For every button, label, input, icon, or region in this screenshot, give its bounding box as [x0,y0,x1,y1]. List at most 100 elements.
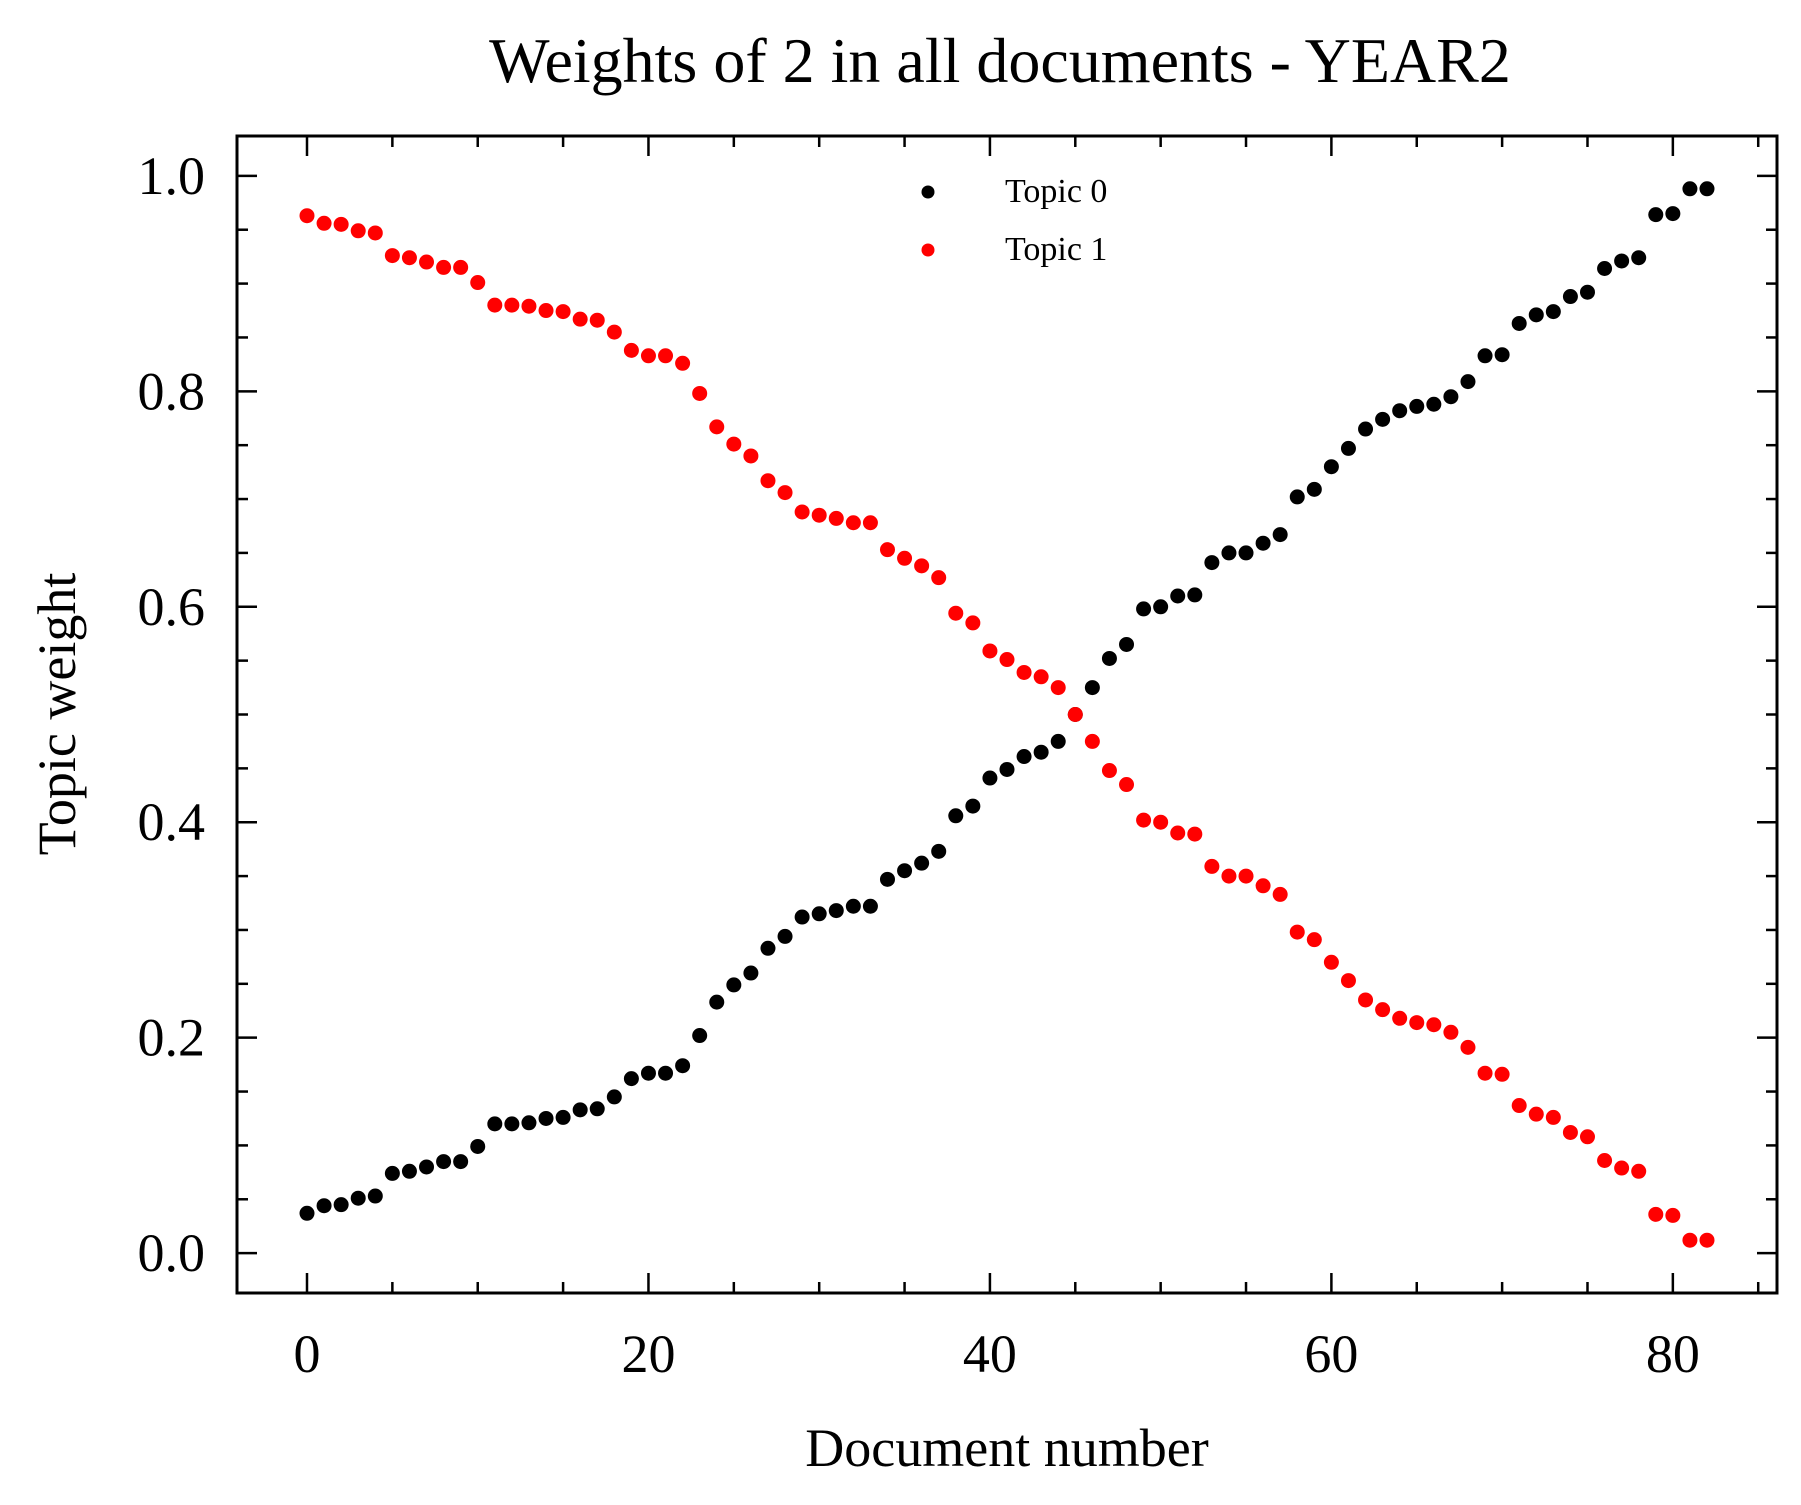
point-topic-1 [1494,1066,1510,1082]
point-topic-1 [1033,669,1049,685]
point-topic-0 [640,1065,656,1081]
point-topic-0 [692,1028,708,1044]
point-topic-0 [965,798,981,814]
point-topic-1 [1545,1109,1561,1125]
point-topic-0 [999,761,1015,777]
point-topic-1 [1238,868,1254,884]
point-topic-0 [709,994,725,1010]
point-topic-1 [965,615,981,631]
point-topic-1 [845,515,861,531]
point-topic-0 [1016,749,1032,765]
x-ticks: 0 20 40 60 80 [294,136,1760,1384]
point-topic-1 [606,324,622,340]
point-topic-0 [419,1159,435,1175]
point-topic-0 [1084,680,1100,696]
point-topic-0 [1033,744,1049,760]
point-topic-0 [1289,489,1305,505]
point-topic-1 [1426,1017,1442,1033]
y-tick-label: 0.8 [138,361,206,421]
point-topic-1 [1528,1106,1544,1122]
point-topic-1 [470,275,486,291]
point-topic-1 [1460,1039,1476,1055]
point-topic-0 [1170,588,1186,604]
x-tick-label: 40 [963,1324,1017,1384]
point-topic-0 [1272,527,1288,543]
x-tick-label: 20 [621,1324,675,1384]
point-topic-1 [333,216,349,232]
point-topic-0 [1375,411,1391,427]
point-topic-0 [1101,650,1117,666]
point-topic-0 [1579,284,1595,300]
point-topic-0 [367,1188,383,1204]
point-topic-1 [726,436,742,452]
point-topic-1 [1511,1098,1527,1114]
point-topic-1 [640,348,656,364]
point-topic-1 [419,254,435,270]
point-topic-1 [1562,1124,1578,1140]
point-topic-1 [1153,814,1169,830]
point-topic-1 [401,250,417,266]
y-ticks: 0.0 0.2 0.4 0.6 0.8 1.0 [138,146,1777,1283]
x-tick-label: 60 [1304,1324,1358,1384]
point-topic-1 [948,605,964,621]
point-topic-0 [914,855,930,871]
point-topic-0 [1477,348,1493,364]
point-topic-0 [743,965,759,981]
point-topic-1 [521,298,537,314]
point-topic-0 [845,898,861,914]
y-tick-label: 0.6 [138,577,206,637]
point-topic-0 [572,1102,588,1118]
point-topic-1 [1016,664,1032,680]
point-topic-0 [1050,733,1066,749]
point-topic-1 [504,297,520,313]
point-topic-1 [999,652,1015,668]
point-topic-0 [1699,181,1715,197]
point-topic-1 [760,473,776,489]
point-topic-1 [982,643,998,659]
point-topic-1 [1289,924,1305,940]
point-topic-1 [299,208,315,224]
point-topic-1 [589,312,605,328]
point-topic-0 [1614,253,1630,269]
point-topic-1 [862,515,878,531]
point-topic-0 [504,1116,520,1132]
point-topic-1 [1477,1065,1493,1081]
point-topic-1 [1358,992,1374,1008]
x-axis-label: Document number [805,1418,1208,1478]
point-topic-1 [1631,1163,1647,1179]
point-topic-1 [658,348,674,364]
point-topic-0 [879,871,895,887]
point-topic-1 [1067,707,1083,722]
point-topic-1 [436,259,452,275]
point-topic-0 [1340,440,1356,456]
point-topic-0 [1323,459,1339,475]
point-topic-0 [1255,535,1271,551]
point-topic-0 [1682,181,1698,197]
point-topic-0 [1204,555,1220,571]
point-topic-1 [692,385,708,401]
point-topic-0 [606,1089,622,1105]
legend-marker-topic-1 [921,243,935,257]
point-topic-0 [1511,315,1527,331]
point-topic-0 [1597,261,1613,277]
point-topic-0 [521,1115,537,1131]
point-topic-1 [1136,812,1152,828]
point-topic-0 [1631,250,1647,266]
point-topic-0 [1306,481,1322,497]
point-topic-0 [794,909,810,925]
y-axis-label: Topic weight [27,573,87,856]
point-topic-1 [675,355,691,371]
point-topic-1 [1119,777,1135,793]
legend-label-topic-1: Topic 1 [1005,231,1107,268]
point-topic-0 [948,808,964,824]
plot-frame [235,134,1779,1295]
point-topic-0 [453,1154,469,1170]
point-topic-0 [1153,599,1169,615]
point-topic-1 [828,510,844,526]
point-topic-0 [401,1163,417,1179]
point-topic-1 [555,304,571,320]
point-topic-1 [623,342,639,358]
point-topic-1 [1699,1232,1715,1248]
point-topic-1 [367,225,383,241]
